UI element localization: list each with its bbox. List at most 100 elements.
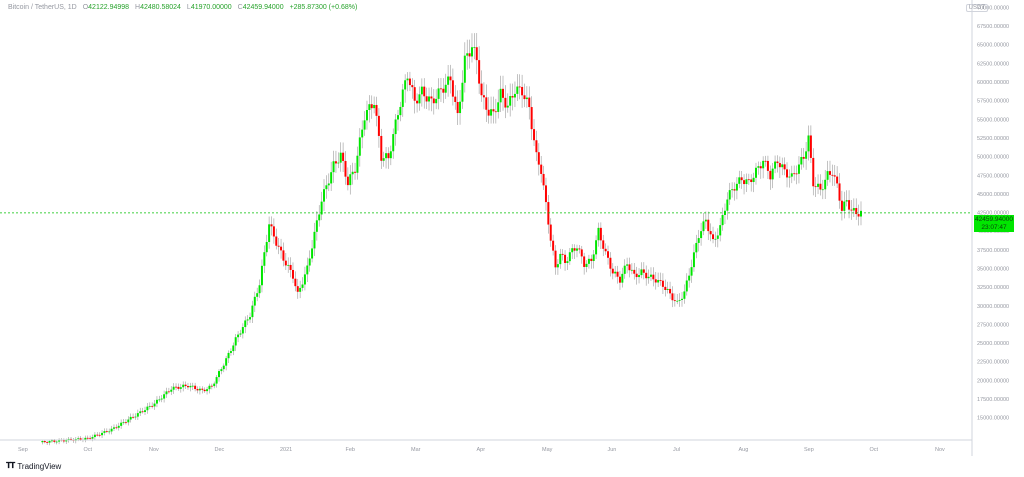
candle-body [766, 160, 769, 171]
candle-body [595, 240, 598, 255]
candle-body [788, 176, 791, 178]
candle-body [518, 86, 521, 88]
candle-body [468, 53, 471, 57]
candle-body [836, 176, 839, 184]
candle-body [673, 300, 676, 302]
candle-body [542, 173, 545, 186]
symbol-label[interactable]: Bitcoin / TetherUS, 1D [8, 4, 77, 11]
time-axis: Sep Oct Nov Dec 2021 Feb Mar Apr May Jun Jul Aug Sep… [18, 447, 945, 453]
candle-body [146, 406, 149, 411]
candle-body [704, 219, 707, 222]
x-tick-label: Feb [346, 447, 355, 453]
candle-body [389, 151, 392, 159]
candle-body [630, 269, 633, 271]
last-price-value: 42459.94000 [975, 216, 1013, 223]
tradingview-logo[interactable]: 𝐓𝐓 TradingView [6, 461, 61, 471]
candle-body [189, 385, 192, 388]
y-tick-label: 37500.00000 [977, 248, 1009, 254]
y-tick-label: 65000.00000 [977, 43, 1009, 49]
candle-body [626, 264, 629, 266]
candle-body [451, 80, 454, 97]
currency-button[interactable]: USDT [965, 4, 988, 12]
candle-body [726, 199, 729, 211]
candle-body [303, 274, 306, 285]
candle-body [127, 419, 130, 423]
candle-body [380, 135, 383, 161]
candle-body [848, 200, 851, 210]
candle-body [547, 202, 550, 225]
candle-body [497, 102, 500, 112]
y-tick-label: 32500.00000 [977, 285, 1009, 291]
candle-body [776, 161, 779, 164]
candle-body [480, 83, 483, 96]
candle-body [683, 291, 686, 299]
x-tick-label: Aug [739, 447, 749, 453]
candle-body [191, 385, 194, 387]
candle-body [349, 174, 352, 186]
candle-body [824, 179, 827, 190]
candle-body [50, 440, 53, 442]
candle-body [132, 416, 135, 418]
brand-name: TradingView [17, 461, 62, 471]
candle-body [774, 161, 777, 169]
candle-body [425, 96, 428, 102]
price-axis: 15000.00000 17500.00000 20000.00000 22500.0… [977, 5, 1009, 421]
close-label: C [237, 4, 243, 11]
candle-body [79, 438, 82, 440]
candle-body [158, 399, 161, 401]
candle-body [428, 96, 431, 102]
x-tick-label: Jun [608, 447, 617, 453]
candle-body [607, 251, 610, 258]
candle-body [282, 250, 285, 261]
tradingview-icon: 𝐓𝐓 [6, 461, 15, 470]
low-label: L [186, 4, 191, 11]
candle-body [535, 140, 538, 153]
candle-body [256, 293, 259, 297]
candle-body [769, 170, 772, 180]
candle-body [721, 214, 724, 226]
candle-body [244, 320, 247, 328]
candle-body [368, 104, 371, 110]
candle-body [733, 189, 736, 191]
candle-body [327, 183, 330, 186]
candle-body [692, 252, 695, 268]
candle-body [408, 78, 411, 86]
candle-body [797, 164, 800, 174]
bar-countdown: 23:07:47 [981, 224, 1007, 231]
candle-body [265, 241, 268, 253]
candle-body [251, 305, 254, 318]
candle-body [306, 265, 309, 275]
candle-body [845, 200, 848, 202]
candle-body [649, 274, 652, 277]
open-label: O [82, 4, 89, 11]
candle-body [342, 152, 345, 161]
candle-body [857, 214, 860, 217]
candle-body [280, 246, 283, 251]
candle-body [745, 179, 748, 185]
candle-body [855, 207, 858, 215]
candle-body [509, 96, 512, 106]
candle-body [633, 269, 636, 274]
candle-body [77, 438, 80, 440]
candle-body [611, 268, 614, 274]
candle-body [645, 272, 648, 279]
y-tick-label: 15000.00000 [977, 416, 1009, 422]
candle-body [678, 299, 681, 301]
candle-body [482, 95, 485, 98]
candle-body [676, 300, 679, 302]
y-tick-label: 17500.00000 [977, 397, 1009, 403]
candle-body [657, 280, 660, 283]
candle-body [308, 258, 311, 266]
candle-body [120, 422, 123, 426]
candle-body [139, 411, 142, 414]
candle-body [470, 47, 473, 57]
candle-body [129, 416, 132, 420]
candle-body [48, 440, 51, 443]
candle-body [771, 168, 774, 180]
candle-body [442, 88, 445, 93]
candle-body [439, 88, 442, 90]
candle-body [432, 98, 435, 104]
y-tick-label: 57500.00000 [977, 99, 1009, 105]
x-tick-label: Nov [935, 447, 945, 453]
